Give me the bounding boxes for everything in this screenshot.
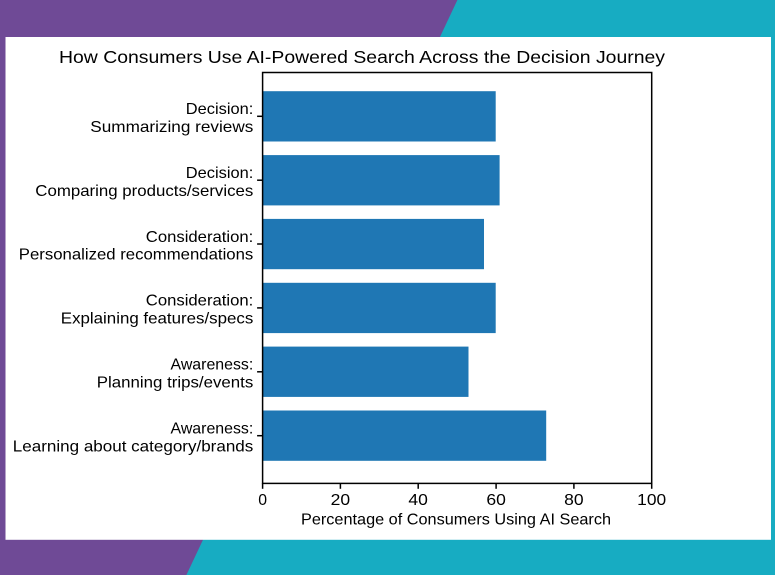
svg-text:Planning trips/events: Planning trips/events (97, 374, 254, 391)
svg-text:Decision:: Decision: (186, 101, 254, 118)
svg-text:Awareness:: Awareness: (171, 357, 254, 374)
svg-text:Awareness:: Awareness: (171, 421, 254, 438)
svg-text:Consideration:: Consideration: (146, 229, 254, 246)
svg-text:Personalized recommendations: Personalized recommendations (19, 247, 254, 264)
svg-text:80: 80 (564, 492, 584, 509)
svg-text:How Consumers Use AI-Powered S: How Consumers Use AI-Powered Search Acro… (59, 47, 665, 67)
svg-text:Percentage of Consumers Using: Percentage of Consumers Using AI Search (301, 511, 611, 529)
svg-text:Decision:: Decision: (186, 165, 254, 182)
svg-text:Comparing products/services: Comparing products/services (35, 183, 253, 200)
svg-text:Learning about category/brands: Learning about category/brands (13, 438, 254, 455)
svg-text:Summarizing reviews: Summarizing reviews (90, 119, 253, 136)
svg-text:Explaining features/specs: Explaining features/specs (61, 311, 254, 328)
svg-text:Consideration:: Consideration: (146, 293, 254, 310)
svg-text:20: 20 (331, 492, 351, 509)
svg-text:40: 40 (408, 492, 428, 509)
svg-text:60: 60 (486, 492, 506, 509)
svg-text:100: 100 (637, 492, 666, 509)
svg-text:0: 0 (258, 492, 267, 509)
